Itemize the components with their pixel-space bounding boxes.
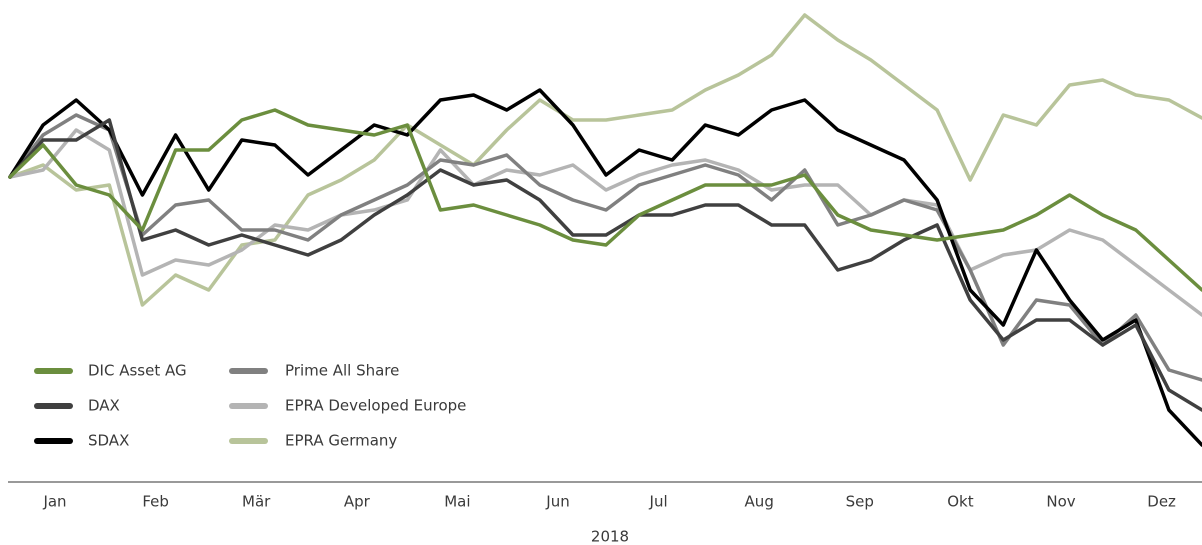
x-tick-label: Dez (1147, 493, 1176, 511)
legend-label: DIC Asset AG (88, 362, 187, 380)
x-tick-label: Mai (444, 493, 470, 511)
x-tick-label: Nov (1046, 493, 1075, 511)
series-line (8, 113, 1202, 382)
x-tick-label: Sep (846, 493, 874, 511)
x-tick-label: Jan (42, 493, 66, 511)
x-tick-label: Feb (142, 493, 169, 511)
legend-label: EPRA Germany (285, 432, 397, 450)
legend-label: Prime All Share (285, 362, 399, 380)
series-line (8, 118, 1202, 412)
x-axis-label: 2018 (591, 528, 629, 545)
series-line (8, 88, 1202, 447)
series-line (8, 128, 1202, 317)
x-tick-label: Aug (745, 493, 774, 511)
x-tick-label: Okt (947, 493, 973, 511)
legend-label: DAX (88, 397, 120, 415)
legend-label: SDAX (88, 432, 129, 450)
series-line (8, 108, 1202, 292)
x-tick-label: Jul (649, 493, 668, 511)
x-tick-label: Jun (545, 493, 569, 511)
x-tick-label: Apr (344, 493, 371, 511)
x-tick-label: Mär (242, 493, 271, 511)
legend-label: EPRA Developed Europe (285, 397, 466, 415)
series-line (8, 13, 1202, 307)
